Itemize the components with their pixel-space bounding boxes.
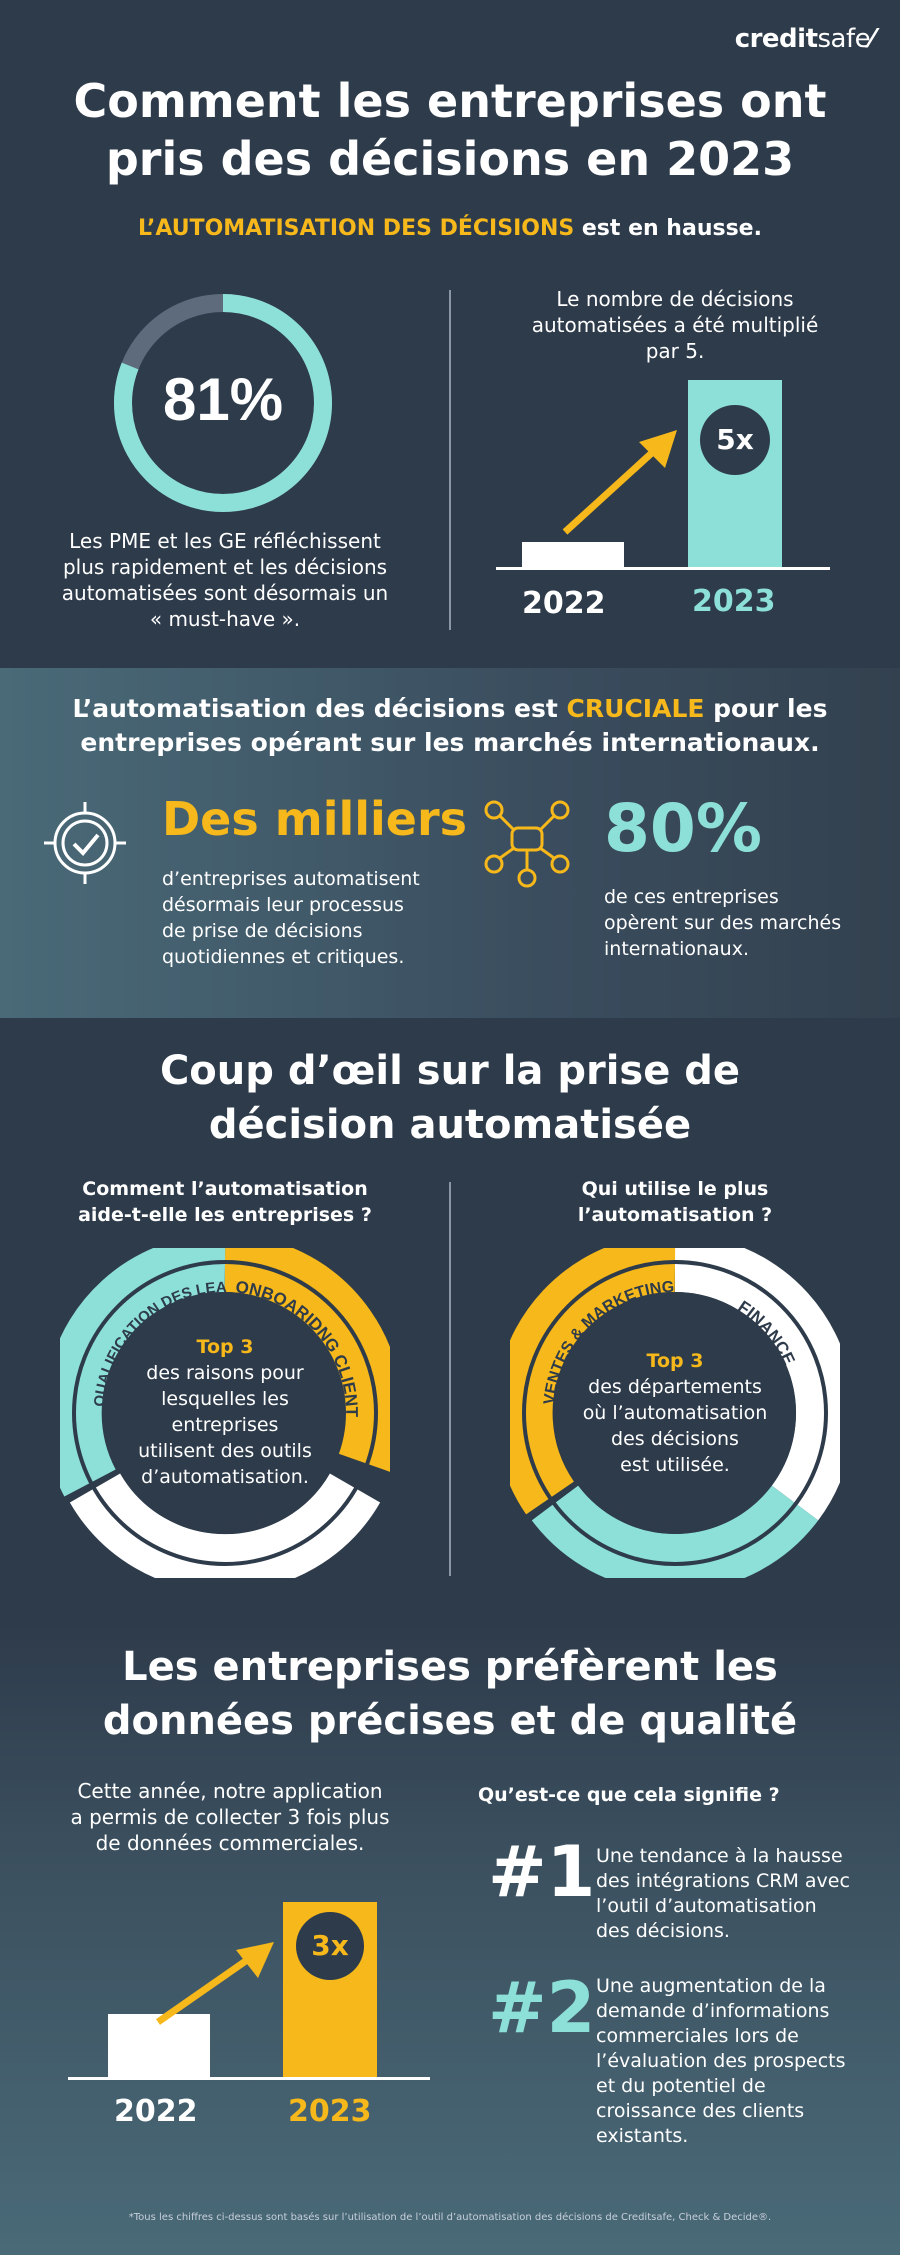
reasons-center-text: Top 3 des raisons pour lesquelles les en… bbox=[138, 1336, 312, 1488]
thousands-value: Des milliers bbox=[162, 792, 468, 846]
departments-donut: VENTES & MARKETING FINANCE TECHNOLOGIE bbox=[510, 1248, 840, 1578]
right-question: Qui utilise le plus l’automatisation ? bbox=[577, 1178, 773, 1226]
divider bbox=[449, 290, 451, 630]
page-subtitle: L’AUTOMATISATION DES DÉCISIONS est en ha… bbox=[138, 216, 762, 241]
reasons-donut: QUALIFICATION DES LEADS ONBOARIDNG CLIEN… bbox=[60, 1248, 390, 1578]
data-quality-caption: Cette année, notre application a permis … bbox=[70, 1779, 390, 1855]
divider bbox=[449, 1182, 451, 1576]
item2-number: #2 bbox=[488, 1967, 596, 2049]
stat-81-value: 81% bbox=[163, 366, 283, 433]
departments-center-text: Top 3 des départements où l’automatisati… bbox=[582, 1350, 768, 1476]
item1-number: #1 bbox=[488, 1831, 596, 1913]
international-headline: L’automatisation des décisions est CRUCI… bbox=[72, 694, 828, 757]
international-percent: 80% bbox=[604, 790, 762, 867]
meaning-title: Qu’est-ce que cela signifie ? bbox=[478, 1784, 780, 1806]
year-label-2023: 2023 bbox=[692, 584, 776, 619]
bar-2022-data bbox=[108, 2014, 210, 2078]
multiplier-badge: 5x bbox=[700, 405, 770, 475]
item2-text: Une augmentation de la demande d’informa… bbox=[596, 1975, 846, 2147]
multiplier-badge-3x: 3x bbox=[296, 1912, 364, 1980]
international-percent-description: de ces entreprises opèrent sur des march… bbox=[604, 886, 842, 960]
growth-arrow-icon bbox=[562, 430, 677, 535]
left-question: Comment l’automatisation aide-t-elle les… bbox=[78, 1178, 372, 1226]
year-label-2023: 2023 bbox=[288, 2094, 372, 2129]
creditsafe-logo: creditsafe⁄ bbox=[734, 24, 875, 54]
baseline bbox=[68, 2077, 430, 2080]
progress-ring-81: 81% bbox=[114, 294, 332, 512]
baseline bbox=[496, 567, 830, 570]
stat-81-description: Les PME et les GE réfléchissent plus rap… bbox=[61, 529, 389, 631]
footnote: *Tous les chiffres ci-dessus sont basés … bbox=[128, 2212, 772, 2223]
bar-2022 bbox=[522, 542, 624, 568]
growth-caption: Le nombre de décisions automatisées a ét… bbox=[531, 287, 819, 363]
data-quality-section bbox=[0, 1622, 900, 2255]
international-section bbox=[0, 668, 900, 1018]
glance-title: Coup d’œil sur la prise de décision auto… bbox=[159, 1048, 741, 1148]
growth-arrow-icon bbox=[156, 1942, 274, 2025]
target-check-icon bbox=[44, 802, 126, 884]
network-people-icon bbox=[484, 800, 570, 888]
page-title: Comment les entreprises ont pris des déc… bbox=[73, 74, 827, 186]
thousands-description: d’entreprises automatisent désormais leu… bbox=[162, 868, 420, 968]
year-label-2022: 2022 bbox=[114, 2094, 198, 2129]
year-label-2022: 2022 bbox=[522, 586, 606, 621]
data-quality-title: Les entreprises préfèrent les données pr… bbox=[102, 1644, 798, 1744]
item1-text: Une tendance à la hausse des intégration… bbox=[596, 1845, 850, 1942]
